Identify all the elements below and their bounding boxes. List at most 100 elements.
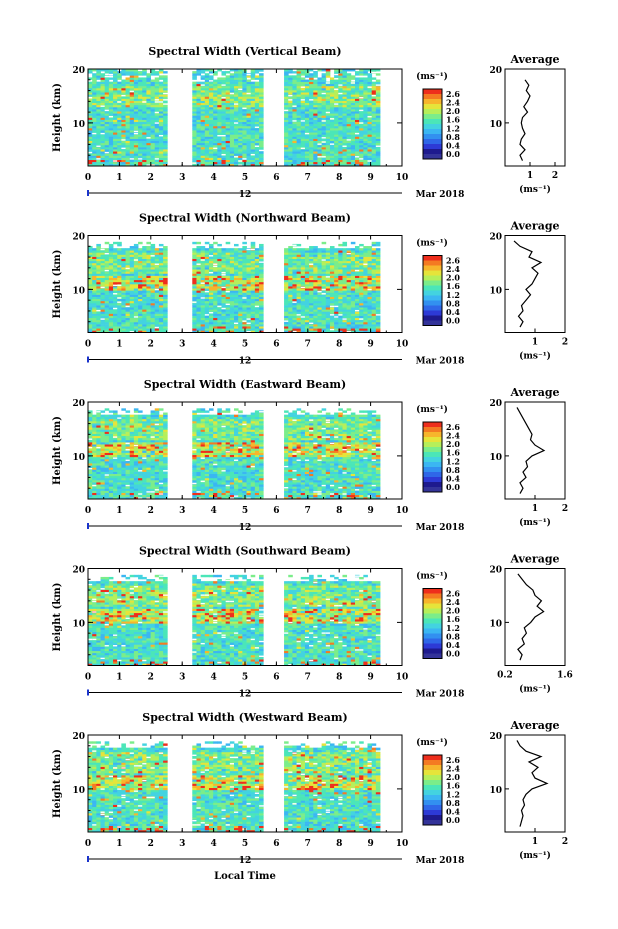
heatmap-cell [321,317,327,321]
heatmap-cell [304,123,310,127]
heatmap-cell [317,292,323,295]
heatmap-cell [142,125,147,129]
heatmap-cell [108,77,114,80]
heatmap-cell [359,111,364,114]
heatmap-cell [342,73,348,76]
heatmap-cell [242,321,247,325]
heatmap-cell [300,163,306,167]
heatmap-cell [204,267,210,270]
heatmap-cell [242,98,247,101]
heatmap-cell [292,315,297,319]
heatmap-cell [359,292,364,295]
heatmap-cell [350,115,356,118]
heatmap-cell [234,115,239,118]
heatmap-cell [108,117,114,120]
heatmap-cell [150,159,156,163]
heatmap-cell [325,284,331,287]
heatmap-cell [321,90,327,93]
heatmap-cell [121,157,126,160]
heatmap-cell [192,294,197,297]
heatmap-cell [238,317,243,321]
heatmap-cell [104,132,110,135]
heatmap-cell [313,81,318,85]
heatmap-cell [367,292,373,295]
heatmap-cell [154,296,160,300]
heatmap-cell [104,330,110,333]
heatmap-cell [242,92,247,95]
heatmap-cell [246,125,252,129]
heatmap-cell [309,92,314,95]
heatmap-cell [221,159,227,163]
heatmap-cell [200,290,206,293]
heatmap-cell [288,115,293,118]
heatmap-cell [367,149,373,152]
heatmap-cell [288,130,293,133]
heatmap-cell [288,315,293,319]
heatmap-cell [359,79,364,82]
heatmap-cell [108,258,114,262]
heatmap-cell [309,307,314,310]
heatmap-cell [225,96,231,99]
heatmap-cell [250,286,256,289]
heatmap-cell [88,330,93,333]
heatmap-cell [367,111,373,114]
heatmap-cell [363,71,368,74]
heatmap-cell [284,157,289,160]
heatmap-cell [150,134,156,137]
heatmap-cell [121,111,126,114]
heatmap-cell [108,106,114,110]
heatmap-cell [363,125,368,129]
heatmap-cell [121,144,126,148]
heatmap-cell [150,279,156,283]
heatmap-cell [359,87,364,91]
heatmap-cell [229,300,235,304]
heatmap-cell [158,119,164,123]
heatmap-cell [342,130,348,133]
heatmap-cell [117,258,122,262]
heatmap-cell [100,300,106,304]
heatmap-cell [108,149,114,152]
heatmap-cell [146,326,151,329]
heatmap-cell [342,275,348,278]
heatmap-cell [108,71,114,74]
heatmap-cell [321,269,327,272]
heatmap-cell [142,106,147,110]
heatmap-cell [375,286,381,289]
heatmap-cell [163,267,168,270]
heatmap-cell [146,330,151,333]
heatmap-cell [196,330,202,333]
heatmap-cell [296,262,302,266]
heatmap-cell [225,142,231,146]
heatmap-cell [304,151,310,154]
heatmap-cell [121,265,126,268]
heatmap-cell [125,326,131,329]
heatmap-cell [359,136,364,139]
heatmap-cell [217,271,222,274]
heatmap-cell [150,153,156,156]
heatmap-cell [367,69,373,72]
heatmap-cell [304,149,310,152]
heatmap-cell [154,290,160,293]
heatmap-cell [317,300,323,304]
heatmap-cell [363,111,368,114]
heatmap-cell [158,121,164,125]
heatmap-cell [158,155,164,158]
heatmap-cell [346,132,352,135]
heatmap-cell [300,109,306,112]
heatmap-cell [296,113,302,116]
heatmap-cell [300,324,306,327]
heatmap-cell [204,77,210,80]
heatmap-cell [88,302,93,306]
heatmap-cell [292,163,297,167]
heatmap-cell [96,155,101,158]
heatmap-cell [313,147,318,150]
heatmap-cell [204,140,210,144]
heatmap-cell [309,315,314,319]
heatmap-cell [259,324,264,327]
heatmap-cell [117,98,122,101]
heatmap-cell [104,275,110,278]
heatmap-cell [125,100,131,104]
heatmap-cell [142,119,147,123]
heatmap-cell [113,277,118,281]
heatmap-cell [229,277,235,281]
